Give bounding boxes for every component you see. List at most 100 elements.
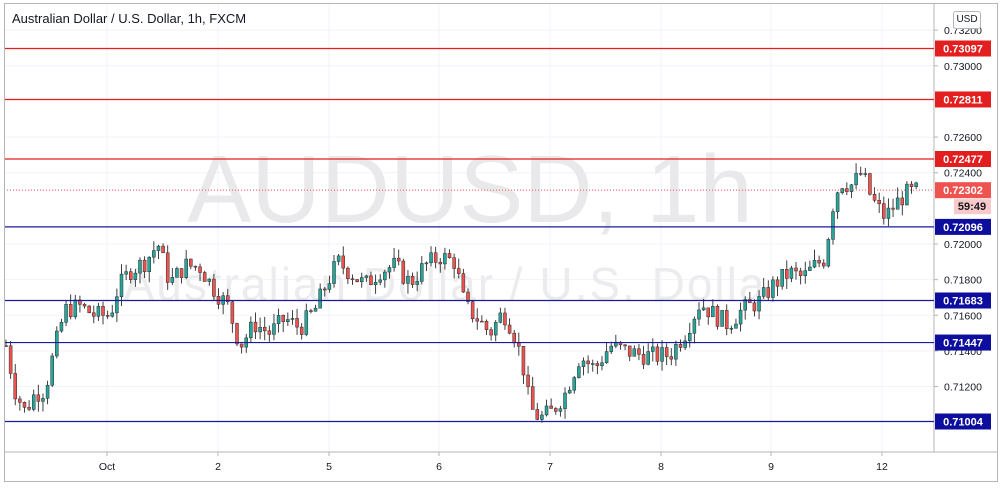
x-tick-label: 2 — [215, 461, 221, 473]
candle-up — [701, 307, 706, 311]
candle-up — [59, 322, 64, 332]
candle-up — [886, 207, 891, 219]
candle-up — [577, 366, 581, 378]
candle-up — [336, 255, 341, 262]
candle-down — [253, 321, 258, 333]
candle-up — [761, 287, 766, 297]
candle-down — [105, 315, 110, 317]
candle-down — [909, 183, 914, 187]
candle-up — [895, 197, 900, 210]
support-label-box — [935, 413, 991, 430]
candle-down — [22, 402, 27, 408]
candle-up — [567, 389, 572, 394]
currency-badge[interactable]: USD — [953, 11, 981, 29]
candle-down — [281, 315, 285, 322]
candle-up — [406, 276, 410, 284]
candle-up — [692, 318, 697, 334]
x-tick-label: 7 — [547, 461, 553, 473]
candle-up — [581, 360, 586, 367]
candle-up — [156, 245, 161, 251]
current-price-box — [935, 182, 991, 199]
candle-up — [276, 315, 281, 324]
candle-down — [794, 267, 798, 272]
candle-up — [286, 319, 290, 322]
candle-up — [147, 256, 151, 272]
candle-up — [359, 277, 364, 283]
candle-up — [443, 253, 447, 265]
candle-up — [424, 262, 429, 265]
support-label: 0.71447 — [943, 338, 983, 350]
candle-down — [13, 373, 17, 400]
x-tick-label: 9 — [768, 461, 774, 473]
candle-down — [346, 267, 350, 280]
candle-up — [808, 266, 812, 271]
candle-up — [378, 279, 382, 283]
candle-up — [55, 330, 59, 357]
candle-up — [590, 363, 595, 365]
candle-up — [780, 269, 784, 287]
candle-down — [447, 253, 452, 258]
candle-up — [290, 318, 295, 320]
candle-up — [387, 267, 392, 273]
y-tick-label: 0.71800 — [944, 275, 982, 287]
candle-down — [142, 259, 147, 272]
candle-down — [323, 288, 327, 291]
candle-up — [45, 384, 50, 399]
candle-down — [627, 345, 632, 357]
candle-down — [179, 268, 184, 278]
candle-down — [189, 258, 193, 267]
price-axis: 0.732000.730000.726000.724000.720000.718… — [934, 25, 982, 394]
candle-down — [845, 188, 849, 192]
candle-up — [757, 296, 761, 312]
candle-down — [202, 272, 207, 282]
candle-up — [304, 310, 309, 335]
candle-up — [835, 192, 840, 212]
candle-up — [905, 183, 909, 206]
candle-up — [711, 306, 715, 318]
candle-down — [748, 299, 752, 304]
candle-down — [309, 310, 313, 312]
candle-up — [332, 261, 336, 284]
candle-down — [470, 301, 475, 319]
candle-up — [96, 306, 101, 317]
candle-down — [530, 386, 535, 410]
candle-down — [821, 262, 826, 267]
candle-down — [101, 306, 105, 316]
candle-down — [212, 278, 216, 297]
resistance-label-box — [935, 40, 991, 57]
candle-up — [258, 326, 262, 333]
candle-up — [803, 270, 808, 276]
candle-down — [299, 326, 304, 335]
candle-up — [540, 414, 544, 420]
candle-down — [369, 275, 373, 285]
candle-down — [858, 173, 863, 175]
resistance-label-box — [935, 91, 991, 108]
candle-down — [507, 324, 512, 334]
candle-down — [165, 252, 170, 283]
candle-down — [623, 344, 627, 347]
candle-down — [466, 291, 470, 302]
candle-down — [664, 347, 669, 357]
candlestick-series — [4, 163, 918, 423]
candle-up — [392, 257, 396, 268]
candle-down — [87, 305, 91, 314]
candle-down — [900, 197, 905, 206]
candle-down — [161, 245, 165, 254]
candle-down — [475, 318, 479, 322]
candle-up — [683, 340, 687, 348]
y-tick-label: 0.72600 — [944, 132, 982, 144]
candle-up — [50, 355, 54, 386]
y-tick-label: 0.72400 — [944, 168, 982, 180]
watermark-name: Australian Dollar / U.S. Dolla — [124, 258, 767, 310]
candle-down — [641, 354, 646, 365]
candle-up — [115, 296, 119, 314]
candle-down — [82, 304, 87, 307]
watermark-symbol: AUDUSD, 1h — [187, 136, 753, 243]
chart-title: Australian Dollar / U.S. Dollar, 1h, FXC… — [12, 11, 247, 26]
candle-down — [715, 306, 720, 327]
candle-up — [854, 173, 858, 186]
x-tick-label: 12 — [876, 461, 888, 473]
candle-down — [262, 326, 267, 332]
candle-up — [184, 258, 188, 278]
